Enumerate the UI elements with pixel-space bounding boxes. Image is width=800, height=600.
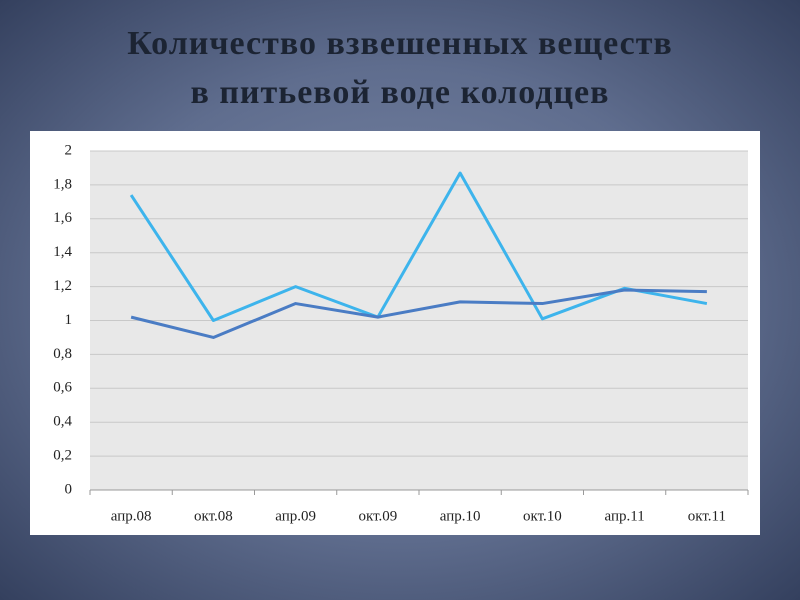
y-tick-label: 1,6 — [53, 210, 72, 226]
chart-title: Количество взвешенных веществ — [127, 25, 673, 62]
x-tick-label: окт.10 — [523, 508, 562, 524]
x-tick-label: апр.11 — [605, 508, 645, 524]
y-tick-label: 1 — [65, 312, 73, 328]
x-tick-label: апр.10 — [440, 508, 481, 524]
y-tick-label: 0,4 — [53, 414, 72, 430]
y-tick-label: 2 — [65, 142, 73, 158]
series-line — [130, 288, 707, 339]
y-tick-label: 0,2 — [53, 448, 72, 464]
x-tick-label: окт.09 — [358, 508, 397, 524]
chart-title: в питьевой воде колодцев — [190, 74, 609, 111]
y-tick-label: 1,8 — [53, 176, 72, 192]
x-tick-label: апр.08 — [111, 508, 152, 524]
y-tick-label: 0,6 — [53, 380, 72, 396]
y-tick-label: 1,2 — [53, 278, 72, 294]
x-tick-label: окт.11 — [688, 508, 726, 524]
x-tick-label: окт.08 — [194, 508, 233, 524]
y-tick-label: 0 — [65, 481, 73, 497]
x-tick-label: апр.09 — [275, 508, 316, 524]
y-tick-label: 0,8 — [53, 346, 72, 362]
y-tick-label: 1,4 — [53, 244, 72, 260]
